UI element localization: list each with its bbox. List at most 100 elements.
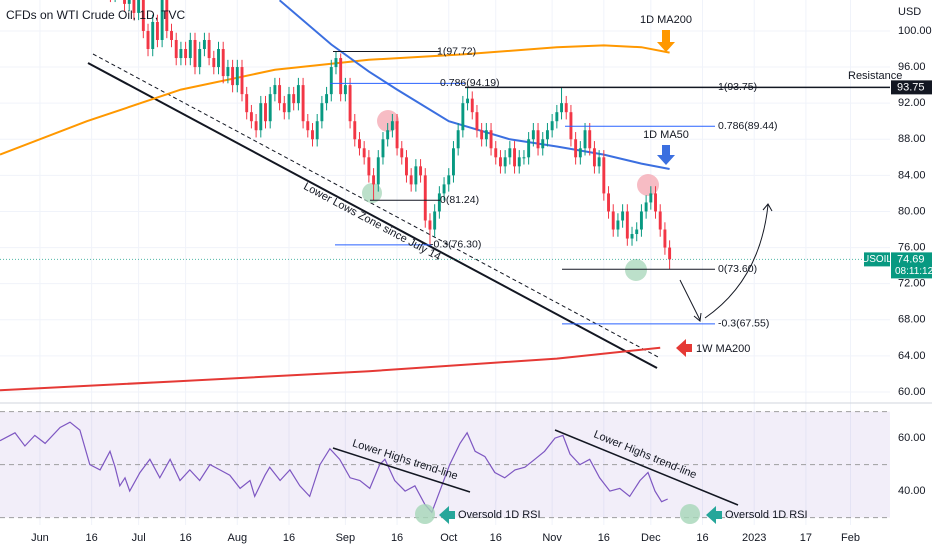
countdown: 08:11:12 <box>895 266 932 277</box>
candle-body <box>306 121 310 131</box>
x-tick-label: 17 <box>800 532 812 544</box>
x-tick-label: 16 <box>179 532 191 544</box>
candle-body <box>165 0 169 31</box>
candle-body <box>409 175 413 185</box>
candle-body <box>484 130 488 140</box>
ma-label: 1W MA200 <box>696 343 750 355</box>
candle-body <box>315 121 319 140</box>
candle-body <box>423 175 427 221</box>
candle-body <box>442 184 446 194</box>
x-tick-label: Aug <box>228 532 248 544</box>
resistance-price: 93.75 <box>897 81 925 93</box>
ma-label: 1D MA50 <box>643 129 689 141</box>
arrow-1w-ma200 <box>676 339 692 357</box>
candle-body <box>616 220 620 230</box>
candle-body <box>508 148 512 158</box>
candle-body <box>635 229 639 235</box>
candle-body <box>555 112 559 122</box>
y-tick-label: 100.00 <box>898 25 932 37</box>
candle-body <box>489 130 493 149</box>
candle-body <box>155 21 159 40</box>
candle-body <box>249 112 253 122</box>
level-label: 1(93.75) <box>718 81 757 93</box>
candle-body <box>329 67 333 95</box>
candle-body <box>405 157 408 176</box>
highlight <box>625 259 647 281</box>
oversold-label: Oversold 1D RSI <box>458 509 541 521</box>
currency: USD <box>898 6 921 18</box>
candle-body <box>531 130 535 140</box>
candle-body <box>367 157 371 176</box>
candle-body <box>217 49 220 68</box>
candle-body <box>668 247 672 260</box>
candle-body <box>137 0 141 13</box>
candle-body <box>127 0 131 4</box>
candle-body <box>353 121 357 140</box>
candle-body <box>151 21 155 50</box>
candle-body <box>235 67 239 86</box>
arrow <box>679 279 701 321</box>
candle-body <box>560 103 563 113</box>
candle-body <box>480 130 484 140</box>
candle-body <box>597 157 601 167</box>
candle-body <box>231 67 235 86</box>
candle-body <box>470 98 474 113</box>
candle-body <box>212 58 216 68</box>
arrow-oversold <box>439 506 455 524</box>
candle-body <box>625 211 629 239</box>
candle-body <box>400 148 404 158</box>
candle-body <box>376 157 380 185</box>
candle-body <box>179 49 183 59</box>
y-tick-label: 68.00 <box>898 314 926 326</box>
candle-body <box>522 157 526 159</box>
level-label: -0.3(67.55) <box>718 318 769 330</box>
rsi-trend-line <box>554 429 739 506</box>
candle-body <box>607 193 610 212</box>
x-tick-label: 16 <box>86 532 98 544</box>
x-tick-label: Sep <box>336 532 356 544</box>
level-label: 0(73.60) <box>718 263 757 275</box>
trend-line-dashed <box>92 53 661 359</box>
y-tick-label: 80.00 <box>898 205 926 217</box>
x-tick-label: Oct <box>440 532 457 544</box>
candle-body <box>428 220 432 230</box>
candle-body <box>188 39 192 59</box>
candle-body <box>226 67 230 77</box>
x-tick-label: 16 <box>696 532 708 544</box>
level-label: 0(81.24) <box>440 194 479 206</box>
y-tick-label: 64.00 <box>898 350 926 362</box>
candle-body <box>184 49 188 59</box>
candle-body <box>536 130 540 149</box>
candle-body <box>602 157 606 194</box>
arrow-head <box>693 312 702 322</box>
candle-body <box>395 121 399 149</box>
ma-line <box>0 44 670 156</box>
highlight <box>680 504 700 524</box>
candle-body <box>588 130 592 149</box>
candle-body <box>494 148 498 158</box>
highlight <box>362 183 382 203</box>
candle-body <box>123 0 126 4</box>
candle-body <box>658 211 662 230</box>
candle-body <box>311 130 314 140</box>
x-tick-label: Feb <box>841 532 860 544</box>
candle-body <box>296 85 300 104</box>
candle-body <box>348 85 352 122</box>
x-tick-label: Dec <box>641 532 661 544</box>
x-tick-label: 16 <box>391 532 403 544</box>
last-price: 74.69 <box>897 253 925 265</box>
candle-body <box>564 103 568 113</box>
candle-body <box>372 175 376 185</box>
arrow-head <box>762 203 773 212</box>
ma-line <box>0 346 661 392</box>
rsi-trend-line <box>332 447 471 493</box>
candle-body <box>649 193 653 203</box>
candle-body <box>325 94 329 104</box>
candle-body <box>466 98 470 104</box>
candle-body <box>240 67 244 95</box>
candle-body <box>343 85 347 95</box>
candle-body <box>583 130 587 149</box>
candle-body <box>498 157 502 167</box>
candle-body <box>386 130 390 140</box>
